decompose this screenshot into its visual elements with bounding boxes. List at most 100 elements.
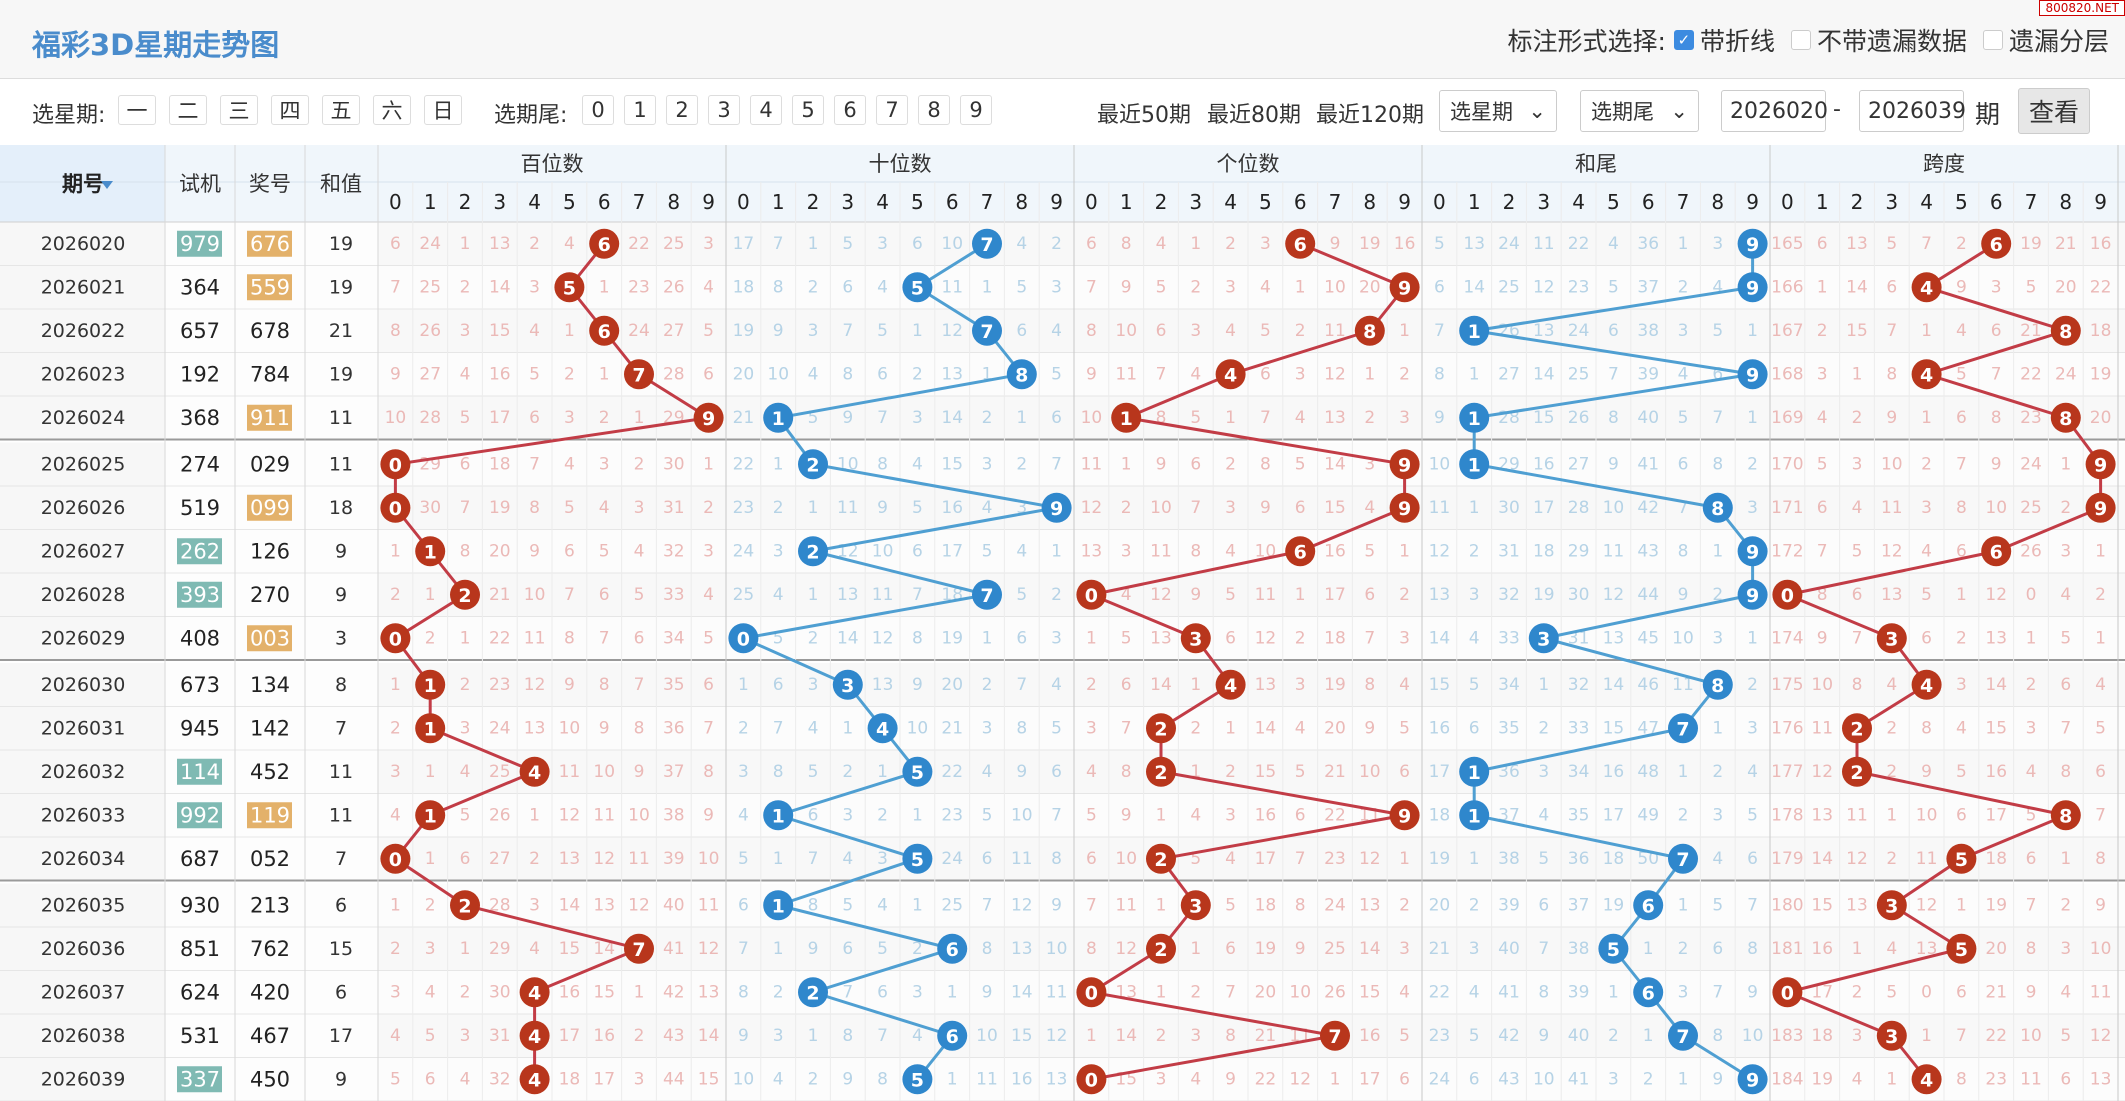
omission-value: 9 bbox=[390, 364, 401, 384]
omission-value: 11 bbox=[1603, 541, 1625, 561]
omission-value: 13 bbox=[1255, 675, 1277, 695]
omission-value: 3 bbox=[877, 234, 888, 254]
tail-button-2[interactable]: 2 bbox=[666, 95, 698, 125]
option-with-polyline[interactable]: ✓ 带折线 bbox=[1673, 22, 1775, 58]
period-cell: 2026023 bbox=[41, 363, 126, 385]
weekday-button-3[interactable]: 三 bbox=[220, 95, 258, 125]
weekday-button-2[interactable]: 二 bbox=[169, 95, 207, 125]
recent-80-link[interactable]: 最近80期 bbox=[1207, 103, 1301, 128]
period-to-input[interactable]: 2026039 bbox=[1859, 90, 1966, 132]
digit-header: 0 bbox=[389, 190, 402, 214]
omission-value: 12 bbox=[628, 895, 650, 915]
weekday-button-7[interactable]: 日 bbox=[424, 95, 462, 125]
tail-button-4[interactable]: 4 bbox=[750, 95, 782, 125]
period-cell-background bbox=[0, 529, 165, 573]
omission-value: 13 bbox=[1046, 1069, 1068, 1089]
weekday-button-6[interactable]: 六 bbox=[373, 95, 411, 125]
omission-value: 1 bbox=[1399, 849, 1410, 869]
omission-value: 1 bbox=[773, 849, 784, 869]
omission-value: 8 bbox=[912, 628, 923, 648]
omission-value: 3 bbox=[599, 454, 610, 474]
digit-header: 9 bbox=[2094, 190, 2107, 214]
hit-number: 2 bbox=[1850, 762, 1863, 784]
omission-value: 1 bbox=[842, 718, 853, 738]
omission-value: 5 bbox=[1260, 321, 1271, 341]
digits-row-background bbox=[378, 970, 2125, 1014]
omission-value: 2 bbox=[1156, 1026, 1167, 1046]
omission-value: 13 bbox=[1846, 895, 1868, 915]
option-no-omission-data[interactable]: 不带遗漏数据 bbox=[1790, 22, 1967, 58]
omission-value: 4 bbox=[1051, 675, 1062, 695]
omission-value: 3 bbox=[1190, 1026, 1201, 1046]
omission-value: 37 bbox=[1637, 277, 1659, 297]
checkbox-with-polyline[interactable]: ✓ bbox=[1673, 30, 1694, 50]
tail-button-8[interactable]: 8 bbox=[918, 95, 950, 125]
tail-button-7[interactable]: 7 bbox=[876, 95, 908, 125]
omission-value: 8 bbox=[1225, 1026, 1236, 1046]
hit-number: 9 bbox=[1746, 585, 1759, 607]
trial-highlight bbox=[177, 758, 222, 785]
omission-value: 5 bbox=[425, 1026, 436, 1046]
weekday-button-5[interactable]: 五 bbox=[322, 95, 360, 125]
checkbox-no-omission-data[interactable] bbox=[1790, 30, 1811, 50]
omission-value: 22 bbox=[1985, 1026, 2007, 1046]
view-button[interactable]: 查看 bbox=[2018, 88, 2090, 134]
tail-select[interactable]: 选期尾 ⌄ bbox=[1580, 90, 1699, 132]
omission-value: 5 bbox=[1295, 762, 1306, 782]
omission-value: 8 bbox=[1538, 982, 1549, 1002]
hit-number: 9 bbox=[1746, 364, 1759, 386]
omission-value: 24 bbox=[941, 849, 963, 869]
hit-number: 6 bbox=[946, 939, 959, 961]
recent-120-link[interactable]: 最近120期 bbox=[1316, 103, 1424, 128]
option-omission-layering[interactable]: 遗漏分层 bbox=[1982, 22, 2109, 58]
omission-value: 49 bbox=[1637, 805, 1659, 825]
tail-button-9[interactable]: 9 bbox=[960, 95, 992, 125]
sum-cell: 21 bbox=[329, 320, 353, 342]
digit-header: 7 bbox=[2025, 190, 2038, 214]
hit-ball bbox=[1215, 669, 1246, 700]
period-cell: 2026030 bbox=[41, 674, 126, 696]
omission-value: 7 bbox=[1817, 541, 1828, 561]
omission-value: 24 bbox=[2055, 364, 2077, 384]
omission-value: 9 bbox=[1991, 454, 2002, 474]
omission-value: 3 bbox=[1295, 675, 1306, 695]
hit-number: 6 bbox=[1294, 234, 1307, 256]
hit-number: 4 bbox=[1920, 277, 1933, 299]
omission-value: 5 bbox=[703, 321, 714, 341]
checkbox-omission-layering[interactable] bbox=[1982, 30, 2003, 50]
omission-value: 7 bbox=[1852, 628, 1863, 648]
omission-value: 10 bbox=[628, 805, 650, 825]
omission-value: 7 bbox=[1956, 1026, 1967, 1046]
recent-50-link[interactable]: 最近50期 bbox=[1097, 103, 1191, 128]
omission-value: 6 bbox=[982, 849, 993, 869]
tail-button-5[interactable]: 5 bbox=[792, 95, 824, 125]
weekday-button-1[interactable]: 一 bbox=[118, 95, 156, 125]
tail-button-3[interactable]: 3 bbox=[708, 95, 740, 125]
omission-value: 170 bbox=[1771, 454, 1803, 474]
omission-value: 4 bbox=[1608, 234, 1619, 254]
omission-value: 9 bbox=[529, 541, 540, 561]
omission-value: 4 bbox=[1817, 408, 1828, 428]
weekday-button-4[interactable]: 四 bbox=[271, 95, 309, 125]
omission-value: 10 bbox=[1985, 498, 2007, 518]
omission-value: 2 bbox=[1643, 1069, 1654, 1089]
omission-value: 5 bbox=[773, 628, 784, 648]
omission-value: 9 bbox=[1886, 408, 1897, 428]
omission-value: 18 bbox=[1533, 541, 1555, 561]
omission-value: 167 bbox=[1771, 321, 1803, 341]
digit-header: 1 bbox=[772, 190, 785, 214]
omission-value: 12 bbox=[1985, 585, 2007, 605]
omission-value: 180 bbox=[1771, 895, 1803, 915]
sum-cell: 19 bbox=[329, 363, 353, 385]
omission-value: 14 bbox=[1603, 675, 1625, 695]
weekday-select[interactable]: 选星期 ⌄ bbox=[1439, 90, 1557, 132]
omission-value: 3 bbox=[390, 982, 401, 1002]
period-cell-background bbox=[0, 837, 165, 881]
hit-ball bbox=[798, 977, 828, 1008]
sum-cell: 19 bbox=[329, 233, 353, 255]
tail-button-1[interactable]: 1 bbox=[624, 95, 656, 125]
tail-button-6[interactable]: 6 bbox=[834, 95, 866, 125]
period-from-input[interactable]: 2026020 bbox=[1721, 90, 1828, 132]
omission-value: 3 bbox=[1121, 541, 1132, 561]
tail-button-0[interactable]: 0 bbox=[582, 95, 614, 125]
